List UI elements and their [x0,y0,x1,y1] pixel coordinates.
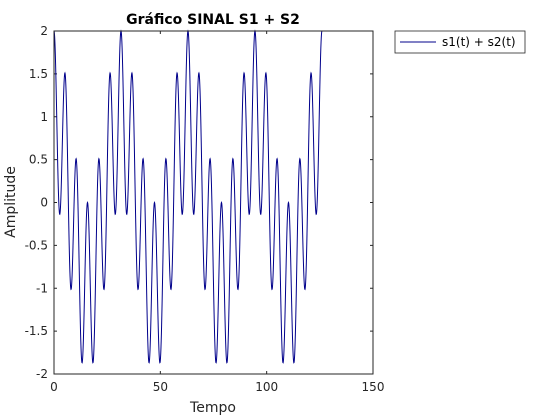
y-tick-label: 0.5 [29,153,48,167]
y-tick-label: 2 [40,24,48,38]
y-axis-title: Amplitude [3,166,19,238]
tick-labels: 0 50 100 150 -2 -1.5 -1 -0.5 0 0.5 1 1.5 2 [25,24,385,394]
x-tick-label: 150 [362,380,385,394]
legend-box [394,30,526,54]
y-tick-label: -1 [36,281,48,295]
x-tick-label: 50 [153,380,168,394]
y-tick-label: 0 [40,196,48,210]
legend: s1(t) + s2(t) [394,30,526,54]
y-tick-label: -1.5 [25,324,48,338]
plot-frame [53,30,374,375]
y-tick-label: -0.5 [25,238,48,252]
legend-label: s1(t) + s2(t) [442,35,516,49]
y-tick-label: 1 [40,110,48,124]
x-axis-title: Tempo [189,400,236,416]
plot-area [54,31,373,374]
x-tick-label: 100 [255,380,278,394]
x-tick-label: 0 [50,380,58,394]
chart-title: Gráfico SINAL S1 + S2 [126,12,300,28]
y-tick-label: 1.5 [29,67,48,81]
y-tick-label: -2 [36,367,48,381]
